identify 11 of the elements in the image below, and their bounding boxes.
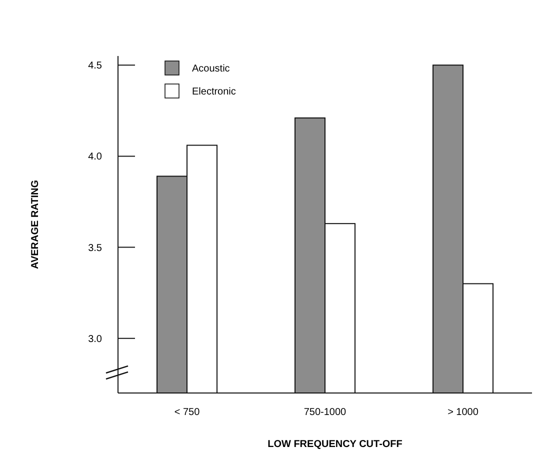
y-tick-label: 3.0 xyxy=(88,334,102,345)
x-tick-label: 750-1000 xyxy=(304,407,347,418)
x-tick-label: < 750 xyxy=(174,407,200,418)
x-axis-title: LOW FREQUENCY CUT-OFF xyxy=(268,439,402,450)
legend-label: Electronic xyxy=(192,86,236,98)
y-tick-label: 4.5 xyxy=(88,60,102,72)
x-tick-label: > 1000 xyxy=(448,407,479,418)
y-tick-label: 3.5 xyxy=(88,242,102,254)
y-tick-label: 4.0 xyxy=(88,152,102,163)
y-axis-title: AVERAGE RATING xyxy=(30,180,41,270)
legend-label: Acoustic xyxy=(192,64,230,74)
